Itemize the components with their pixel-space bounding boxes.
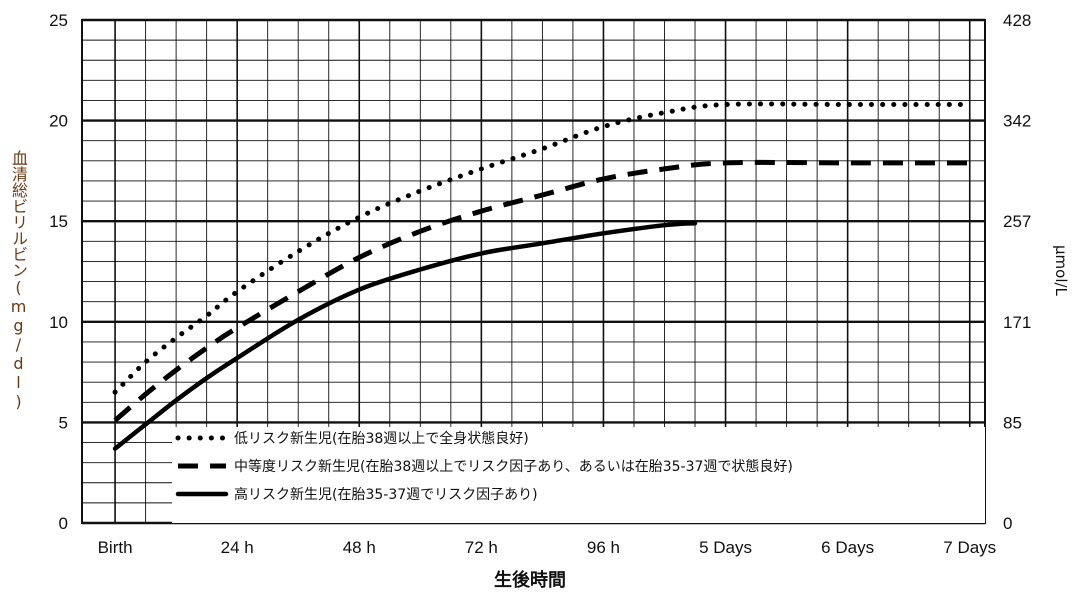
legend-box — [172, 427, 985, 523]
y-tick-label-left: 10 — [49, 313, 68, 332]
x-tick-label: 5 Days — [699, 538, 752, 557]
x-tick-label: 48 h — [343, 538, 376, 557]
series-line-dotted — [112, 101, 973, 395]
y-tick-label-left: 20 — [49, 112, 68, 131]
y-tick-label-left: 5 — [59, 413, 68, 432]
x-tick-label: 7 Days — [943, 538, 996, 557]
y-tick-label-right: 171 — [1003, 313, 1031, 332]
legend: 低リスク新生児(在胎38週以上で全身状態良好) 中等度リスク新生児(在胎38週以上… — [172, 427, 985, 523]
x-tick-label: 6 Days — [821, 538, 874, 557]
series-line-solid — [112, 220, 698, 451]
x-axis-label: 生後時間 — [494, 570, 566, 591]
y-tick-label-left: 25 — [49, 11, 68, 30]
tick-labels: 0 5 10 15 20 25 0 85 171 257 342 428 Birth 24 h 48 h 72… — [49, 11, 1031, 557]
x-tick-label: 24 h — [221, 538, 254, 557]
legend-label: 低リスク新生児(在胎38週以上で全身状態良好) — [234, 430, 529, 447]
series-lines — [112, 101, 973, 451]
y-tick-label-right: 257 — [1003, 212, 1031, 231]
y-axis-right-label: μmol/L — [1052, 245, 1070, 296]
legend-label: 高リスク新生児(在胎35-37週でリスク因子あり) — [234, 486, 538, 503]
y-tick-label-left: 15 — [49, 212, 68, 231]
x-tick-label: 96 h — [587, 538, 620, 557]
y-axis-left-label: 血清総ビリルビン(mg/dl) — [9, 150, 28, 411]
y-tick-label-right: 342 — [1003, 112, 1031, 131]
x-tick-label: Birth — [98, 538, 133, 557]
series-line-dashed — [113, 159, 970, 423]
y-tick-label-right: 85 — [1003, 413, 1022, 432]
y-tick-label-right: 0 — [1003, 514, 1012, 533]
y-tick-label-right: 428 — [1003, 11, 1031, 30]
x-tick-label: 72 h — [465, 538, 498, 557]
y-tick-label-left: 0 — [59, 514, 68, 533]
legend-label: 中等度リスク新生児(在胎38週以上でリスク因子あり、あるいは在胎35-37週で状… — [234, 458, 793, 475]
